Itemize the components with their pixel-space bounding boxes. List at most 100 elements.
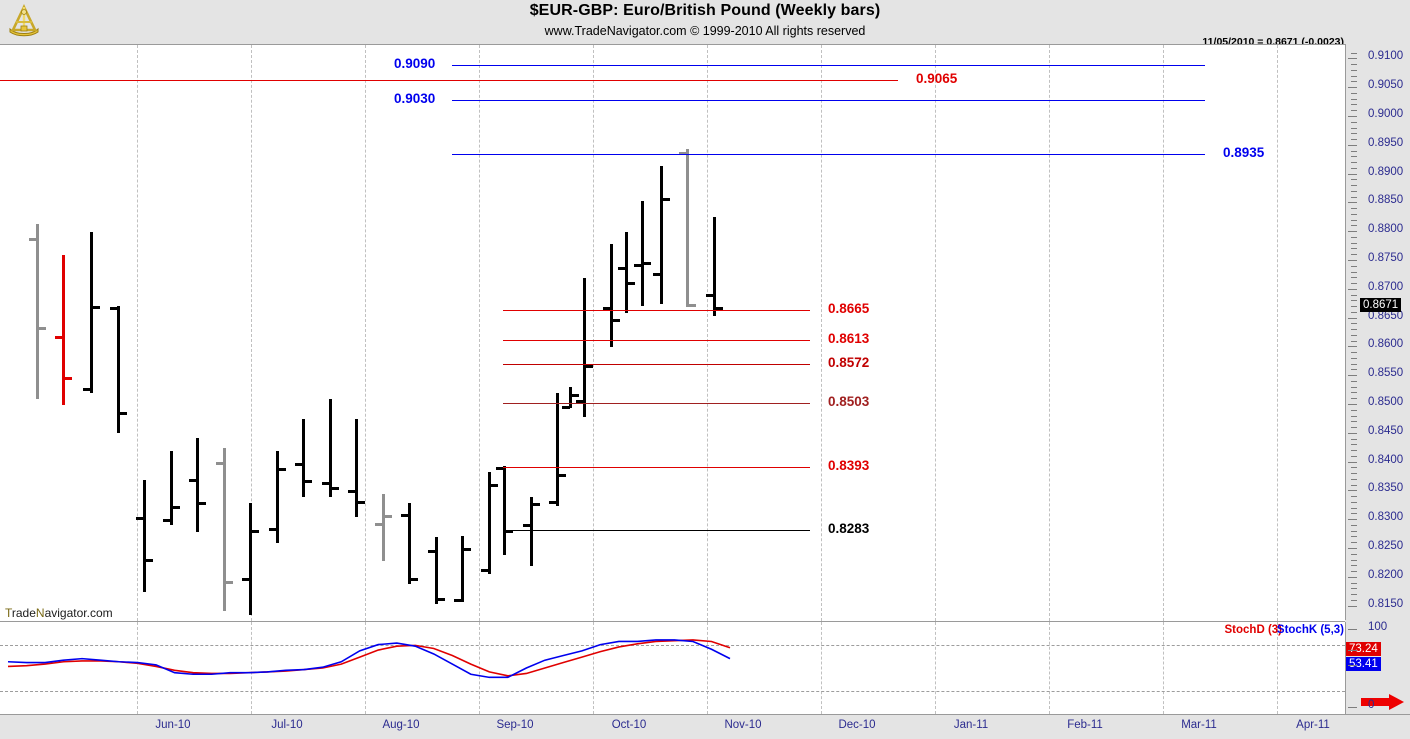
price-axis-minor-tick — [1351, 334, 1357, 336]
price-axis-minor-tick — [1351, 421, 1357, 423]
price-axis-minor-tick — [1351, 150, 1357, 152]
price-axis-minor-tick — [1351, 69, 1357, 71]
gridline-vertical — [1277, 45, 1278, 621]
bar-close-tick — [558, 474, 566, 478]
price-axis-minor-tick — [1351, 559, 1357, 561]
price-axis-minor-tick — [1351, 248, 1357, 250]
bar-range — [276, 451, 279, 543]
price-axis-label: 0.9000 — [1368, 108, 1404, 120]
price-level-label[interactable]: 0.8613 — [828, 330, 870, 346]
price-axis-minor-tick — [1351, 496, 1357, 498]
bar-range — [170, 451, 173, 525]
bar-open-tick — [216, 462, 224, 466]
gridline-vertical — [365, 622, 366, 714]
price-axis-minor-tick — [1351, 386, 1357, 388]
date-axis-label: Apr-11 — [1296, 719, 1330, 731]
price-axis-minor-tick — [1351, 219, 1357, 221]
bar-close-tick — [331, 487, 339, 491]
price-axis-minor-tick — [1351, 427, 1357, 429]
price-axis-label: 0.8150 — [1368, 597, 1404, 610]
stochastic-pane[interactable] — [0, 622, 1345, 715]
price-axis-label: 0.8800 — [1368, 223, 1404, 236]
price-axis-minor-tick — [1351, 294, 1357, 296]
price-level-label[interactable]: 0.9065 — [916, 70, 958, 86]
price-axis-minor-tick — [1351, 484, 1357, 486]
bar-range — [461, 535, 464, 602]
price-level-label[interactable]: 0.8935 — [1223, 145, 1265, 161]
price-level-line[interactable] — [503, 363, 810, 365]
price-axis-minor-tick — [1351, 110, 1357, 112]
price-axis-minor-tick — [1351, 300, 1357, 302]
price-axis[interactable]: 0.9100 0.9050 0.9000 0.8950 0.8900 0.8850 0.88… — [1345, 44, 1410, 620]
bar-range — [302, 419, 305, 498]
gridline-vertical — [1049, 622, 1050, 714]
price-axis-label: 0.8400 — [1368, 453, 1404, 466]
price-level-line[interactable] — [452, 154, 1205, 156]
price-level-line[interactable] — [503, 529, 810, 531]
price-level-label[interactable]: 0.9090 — [394, 56, 436, 72]
price-axis-minor-tick — [1351, 202, 1357, 204]
bar-open-tick — [401, 513, 409, 517]
price-axis-minor-tick — [1351, 536, 1357, 538]
price-level-line[interactable] — [503, 403, 810, 405]
price-level-line[interactable] — [452, 99, 1205, 101]
gridline-vertical — [251, 45, 252, 621]
price-level-line[interactable] — [503, 466, 810, 468]
bar-range — [143, 479, 146, 593]
price-axis-minor-tick — [1351, 548, 1357, 549]
price-axis-minor-tick — [1351, 231, 1357, 233]
bar-open-tick — [653, 272, 661, 276]
price-level-label[interactable]: 0.8393 — [828, 457, 870, 473]
price-axis-minor-tick — [1351, 92, 1357, 94]
price-level-line[interactable] — [0, 79, 898, 81]
price-axis-minor-tick — [1351, 317, 1357, 319]
price-axis-minor-tick — [1351, 507, 1357, 509]
price-axis-minor-tick — [1351, 380, 1357, 382]
copyright-subtitle: www.TradeNavigator.com © 1999-2010 All r… — [544, 24, 866, 38]
price-level-label[interactable]: 0.8503 — [828, 394, 870, 410]
bar-open-tick — [29, 237, 37, 241]
bar-range — [556, 393, 559, 506]
bar-range — [569, 386, 572, 408]
price-axis-minor-tick — [1351, 167, 1357, 169]
gridline-vertical — [479, 45, 480, 621]
price-axis-minor-tick — [1351, 173, 1357, 175]
price-level-label[interactable]: 0.8572 — [828, 354, 870, 370]
price-level-line[interactable] — [452, 65, 1205, 67]
bar-range — [488, 472, 491, 575]
price-axis-minor-tick — [1351, 213, 1357, 215]
price-axis-minor-tick — [1351, 530, 1357, 532]
price-axis-minor-tick — [1351, 236, 1357, 238]
price-axis-label: 0.8300 — [1368, 511, 1404, 524]
bar-close-tick — [172, 505, 180, 509]
price-axis-minor-tick — [1351, 208, 1357, 210]
price-axis-label: 0.8250 — [1368, 540, 1404, 552]
bar-close-tick — [463, 547, 471, 551]
price-axis-minor-tick — [1351, 87, 1357, 89]
gridline-vertical — [821, 622, 822, 714]
bar-open-tick — [634, 263, 642, 267]
price-chart-pane[interactable]: TradeNavigator.com 0.9090 0.9065 0.9030 0.8… — [0, 44, 1345, 622]
price-level-label[interactable]: 0.9030 — [394, 90, 436, 106]
bar-open-tick — [523, 524, 531, 528]
price-axis-minor-tick — [1351, 58, 1357, 60]
indicator-axis[interactable]: 100 0 73.24 53.41 — [1345, 621, 1410, 714]
bar-close-tick — [38, 327, 46, 331]
bar-range — [355, 419, 358, 517]
bar-close-tick — [612, 318, 620, 322]
bar-open-tick — [348, 490, 356, 494]
price-axis-minor-tick — [1351, 450, 1357, 452]
bar-range — [610, 243, 613, 347]
price-level-label[interactable]: 0.8283 — [828, 520, 870, 536]
right-arrow-icon[interactable] — [1361, 694, 1405, 710]
price-axis-minor-tick — [1351, 271, 1357, 273]
price-level-label[interactable]: 0.8665 — [828, 300, 870, 316]
bar-open-tick — [375, 523, 383, 527]
price-axis-label: 0.8900 — [1368, 165, 1404, 178]
price-axis-minor-tick — [1351, 576, 1357, 578]
price-level-line[interactable] — [503, 309, 810, 311]
price-axis-minor-tick — [1351, 144, 1357, 146]
date-axis[interactable]: Jun-10 Jul-10 Aug-10 Sep-10 Oct-10 Nov-10 Dec-… — [0, 714, 1410, 739]
price-level-line[interactable] — [503, 339, 810, 341]
price-axis-minor-tick — [1351, 190, 1357, 192]
